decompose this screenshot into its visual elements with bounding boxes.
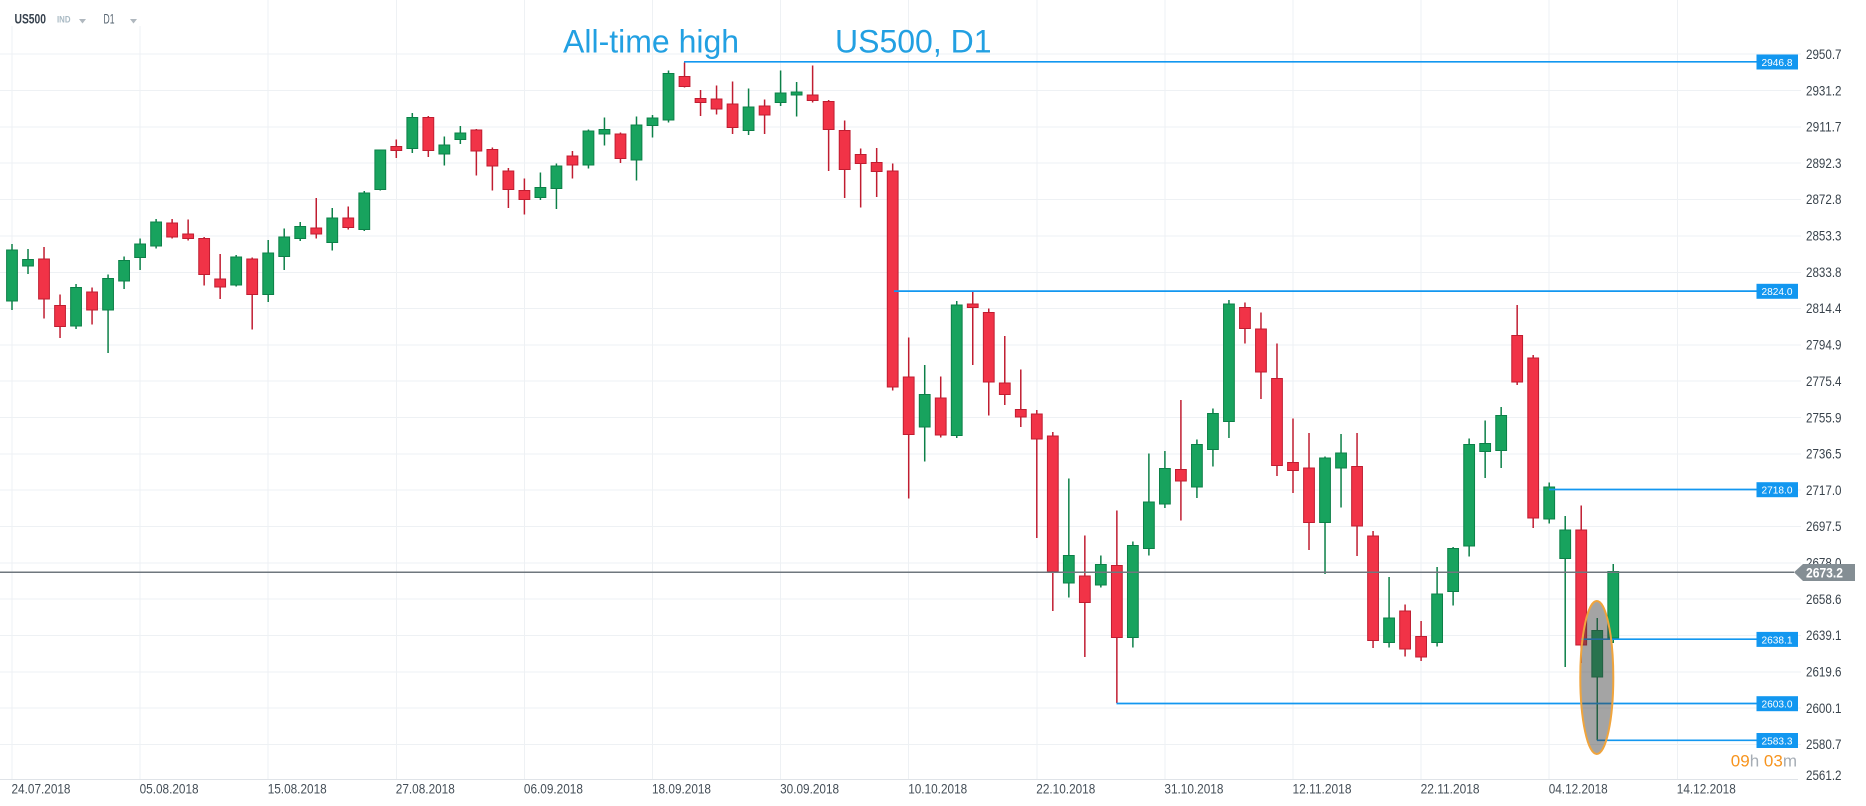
svg-text:IND: IND <box>57 14 71 25</box>
svg-text:2892.3: 2892.3 <box>1806 156 1842 171</box>
svg-text:30.09.2018: 30.09.2018 <box>780 782 839 797</box>
svg-text:04.12.2018: 04.12.2018 <box>1549 782 1608 797</box>
svg-text:2755.9: 2755.9 <box>1806 410 1842 425</box>
svg-text:15.08.2018: 15.08.2018 <box>268 782 327 797</box>
svg-text:2697.5: 2697.5 <box>1806 519 1842 534</box>
svg-text:2911.7: 2911.7 <box>1806 120 1842 135</box>
svg-text:2717.0: 2717.0 <box>1806 483 1842 498</box>
svg-text:14.12.2018: 14.12.2018 <box>1677 782 1736 797</box>
svg-text:2603.0: 2603.0 <box>1762 699 1793 711</box>
svg-text:D1: D1 <box>104 12 115 27</box>
svg-text:2931.2: 2931.2 <box>1806 83 1842 98</box>
svg-text:31.10.2018: 31.10.2018 <box>1164 782 1223 797</box>
svg-text:27.08.2018: 27.08.2018 <box>396 782 455 797</box>
svg-text:2580.7: 2580.7 <box>1806 737 1842 752</box>
svg-text:2718.0: 2718.0 <box>1762 485 1793 497</box>
svg-text:10.10.2018: 10.10.2018 <box>908 782 967 797</box>
svg-text:2583.3: 2583.3 <box>1762 735 1793 747</box>
svg-text:2673.2: 2673.2 <box>1806 565 1843 580</box>
svg-text:2950.7: 2950.7 <box>1806 47 1842 62</box>
svg-text:2619.6: 2619.6 <box>1806 665 1842 680</box>
svg-text:2814.4: 2814.4 <box>1806 301 1842 316</box>
svg-text:2824.0: 2824.0 <box>1762 286 1793 298</box>
svg-text:05.08.2018: 05.08.2018 <box>140 782 199 797</box>
svg-text:US500: US500 <box>15 12 47 27</box>
svg-text:22.11.2018: 22.11.2018 <box>1421 782 1480 797</box>
svg-text:09h 03m: 09h 03m <box>1731 752 1797 771</box>
svg-text:18.09.2018: 18.09.2018 <box>652 782 711 797</box>
svg-text:2946.8: 2946.8 <box>1762 57 1793 69</box>
svg-text:2600.1: 2600.1 <box>1806 701 1842 716</box>
svg-text:2639.1: 2639.1 <box>1806 628 1842 643</box>
svg-text:2872.8: 2872.8 <box>1806 192 1842 207</box>
svg-text:2638.1: 2638.1 <box>1762 634 1793 646</box>
svg-text:12.11.2018: 12.11.2018 <box>1293 782 1352 797</box>
svg-text:2658.6: 2658.6 <box>1806 592 1842 607</box>
svg-text:2853.3: 2853.3 <box>1806 229 1842 244</box>
svg-text:US500, D1: US500, D1 <box>835 24 992 60</box>
svg-text:All-time high: All-time high <box>563 24 739 60</box>
svg-text:06.09.2018: 06.09.2018 <box>524 782 583 797</box>
svg-text:2561.2: 2561.2 <box>1806 768 1842 783</box>
svg-text:2794.9: 2794.9 <box>1806 338 1842 353</box>
svg-text:22.10.2018: 22.10.2018 <box>1036 782 1095 797</box>
svg-text:2775.4: 2775.4 <box>1806 374 1842 389</box>
svg-text:2833.8: 2833.8 <box>1806 265 1842 280</box>
svg-text:24.07.2018: 24.07.2018 <box>12 782 71 797</box>
svg-text:2736.5: 2736.5 <box>1806 447 1842 462</box>
